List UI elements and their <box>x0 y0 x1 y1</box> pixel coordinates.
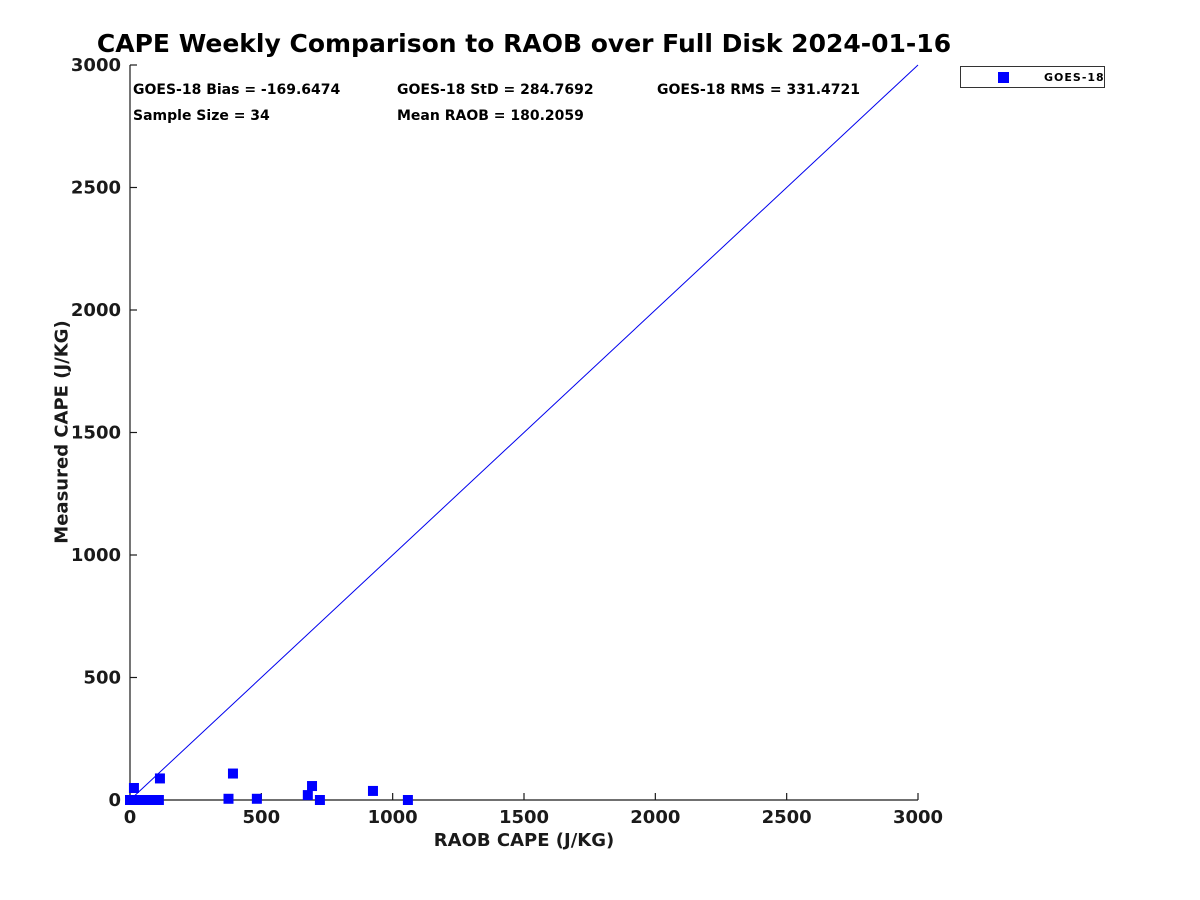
data-point <box>251 793 262 804</box>
y-tick-label: 0 <box>108 790 121 811</box>
data-point <box>367 785 378 796</box>
y-tick-label: 3000 <box>71 55 121 76</box>
data-point <box>314 795 325 805</box>
x-tick-label: 3000 <box>893 807 943 828</box>
y-tick-label: 500 <box>83 668 121 689</box>
y-axis-label: Measured CAPE (J/KG) <box>51 320 73 544</box>
y-axis: 0 500 1000 1500 2000 2500 3000 <box>71 55 137 811</box>
y-tick-label: 1000 <box>71 545 121 566</box>
x-tick-label: 0 <box>124 807 137 828</box>
stat-mean-raob: Mean RAOB = 180.2059 <box>397 108 584 124</box>
x-tick-label: 2500 <box>762 807 812 828</box>
stat-sample-size: Sample Size = 34 <box>133 108 270 124</box>
y-tick-label: 2500 <box>71 178 121 199</box>
chart-title: CAPE Weekly Comparison to RAOB over Full… <box>96 29 952 58</box>
data-point <box>307 781 318 792</box>
y-tick-label: 2000 <box>71 300 121 321</box>
x-tick-label: 1000 <box>368 807 418 828</box>
scatter-series-goes-18 <box>125 768 413 805</box>
data-point <box>128 782 139 793</box>
stat-rms: GOES-18 RMS = 331.4721 <box>657 82 860 98</box>
data-point <box>154 773 165 784</box>
y-tick-label: 1500 <box>71 423 121 444</box>
x-axis: 0 500 1000 1500 2000 2500 3000 <box>124 793 943 828</box>
x-tick-label: 2000 <box>630 807 680 828</box>
x-tick-label: 500 <box>243 807 281 828</box>
x-tick-label: 1500 <box>499 807 549 828</box>
x-axis-label: RAOB CAPE (J/KG) <box>433 830 615 851</box>
data-point <box>227 768 238 779</box>
stat-std: GOES-18 StD = 284.7692 <box>397 82 594 98</box>
data-point <box>223 793 234 804</box>
legend-marker-square-icon <box>998 71 1009 83</box>
legend: GOES-18 <box>960 66 1105 88</box>
data-point <box>402 795 413 805</box>
data-point <box>302 790 313 801</box>
stat-bias: GOES-18 Bias = -169.6474 <box>133 82 341 98</box>
legend-series-label: GOES-18 <box>1044 70 1105 84</box>
data-point <box>153 795 164 805</box>
identity-line <box>129 64 919 801</box>
